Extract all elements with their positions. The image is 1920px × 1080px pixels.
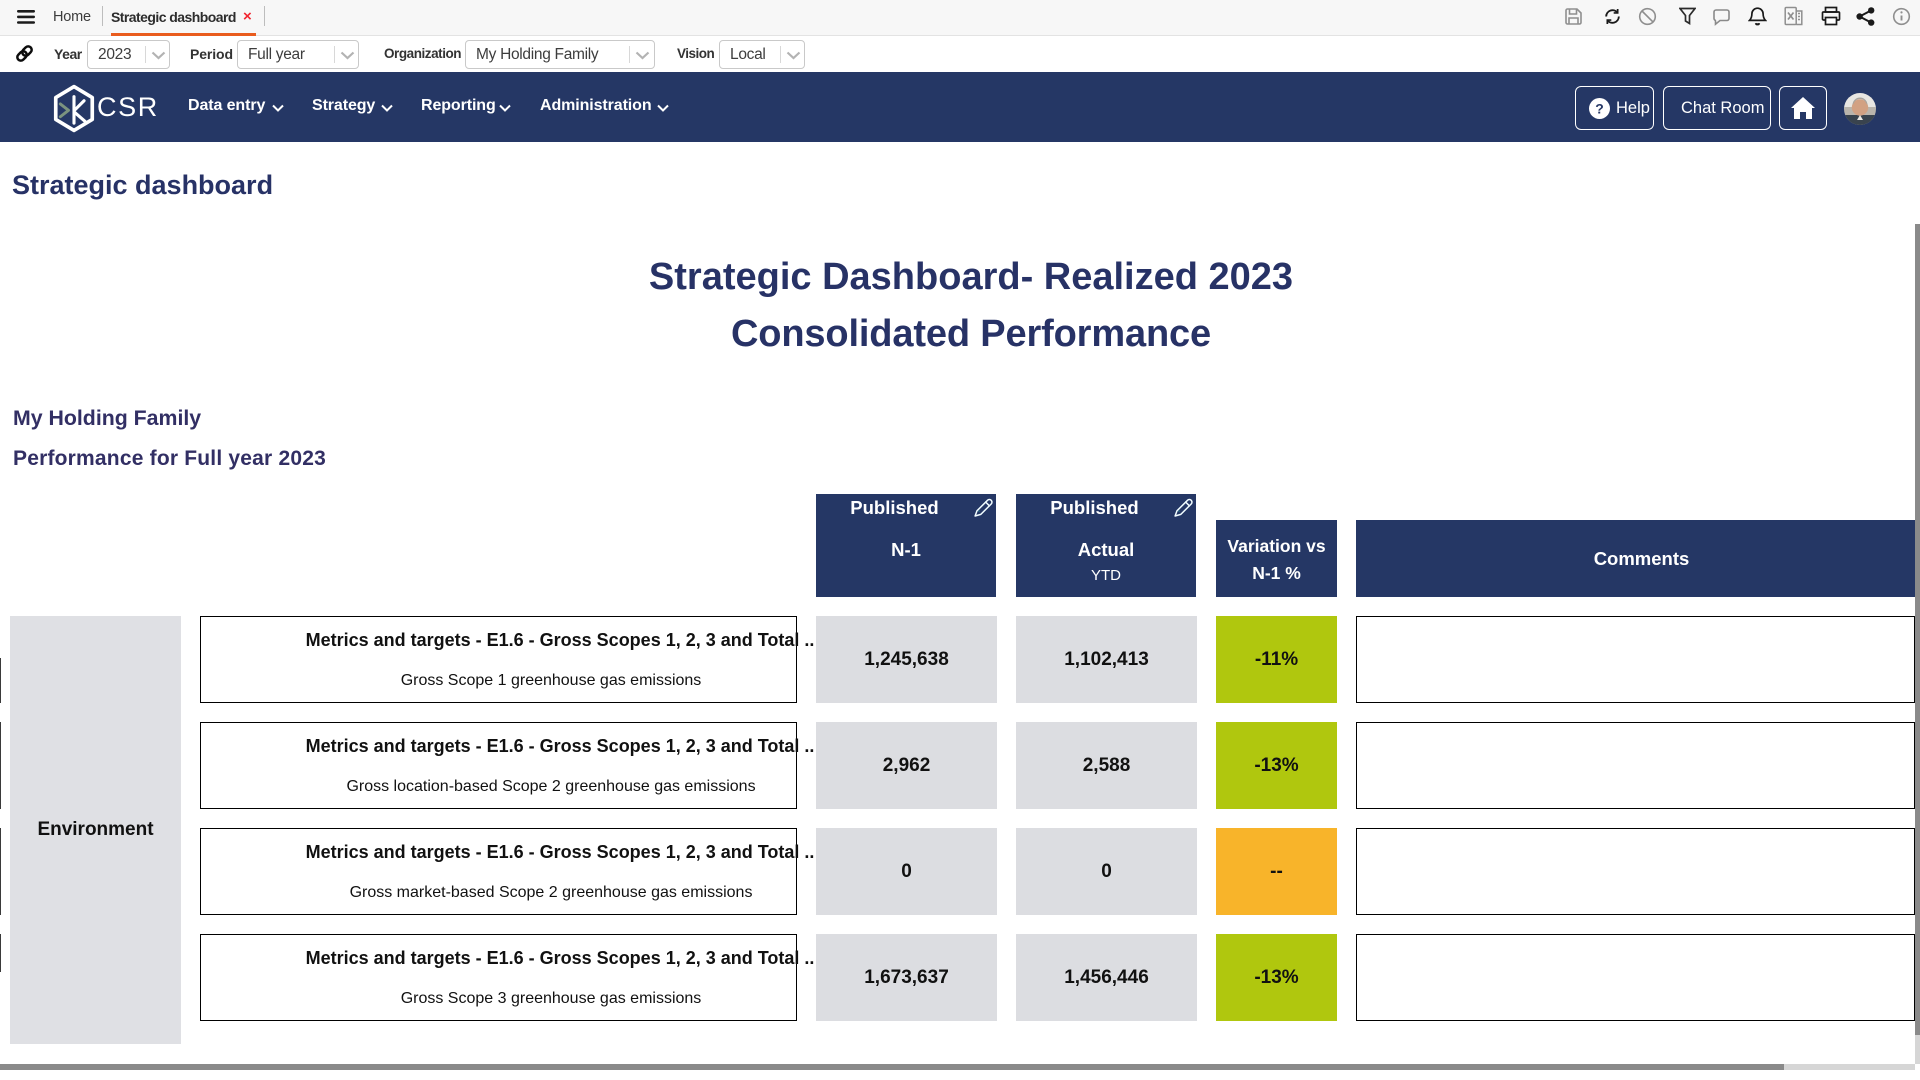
svg-text:?: ? <box>1595 101 1604 117</box>
